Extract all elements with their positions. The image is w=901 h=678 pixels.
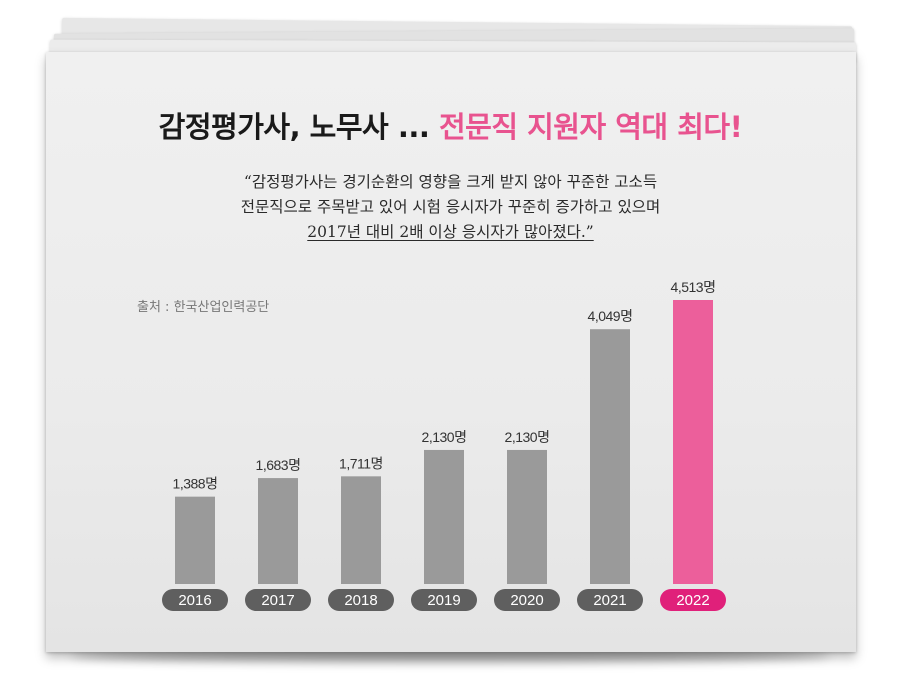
year-label-2020: 2020 — [510, 592, 543, 609]
year-pill-2022 — [660, 589, 726, 611]
source-note: 출처 : 한국산업인력공단 — [137, 300, 270, 315]
year-label-2022: 2022 — [676, 592, 709, 609]
year-pill-2021 — [577, 589, 643, 611]
bar-2017 — [258, 478, 298, 584]
quote-line-3: 2017년 대비 2배 이상 응시자가 많아졌다.” — [307, 223, 594, 241]
quote-block: “감정평가사는 경기순환의 영향을 크게 받지 않아 꾸준한 고소득 전문직으로… — [0, 170, 901, 245]
quote-line-1: “감정평가사는 경기순환의 영향을 크게 받지 않아 꾸준한 고소득 — [243, 173, 658, 191]
year-pill-2019 — [411, 589, 477, 611]
value-label-2018: 1,711명 — [339, 455, 383, 471]
year-pill-2016 — [162, 589, 228, 611]
value-label-2021: 4,049명 — [588, 308, 633, 324]
bar-2020 — [507, 449, 547, 584]
headline-main: 감정평가사, 노무사 ... — [158, 110, 430, 144]
value-label-2016: 1,388명 — [173, 476, 218, 492]
value-label-2022: 4,513명 — [671, 279, 716, 295]
bar-2022 — [673, 300, 713, 584]
bar-2021 — [590, 329, 630, 584]
year-label-2018: 2018 — [344, 592, 377, 609]
year-pill-2017 — [245, 589, 311, 611]
year-label-2016: 2016 — [178, 592, 211, 609]
quote-line-2: 전문직으로 주목받고 있어 시험 응시자가 꾸준히 증가하고 있으며 — [240, 198, 661, 216]
year-pill-2018 — [328, 589, 394, 611]
value-label-2020: 2,130명 — [505, 429, 550, 445]
year-label-2017: 2017 — [261, 592, 294, 609]
bar-2016 — [175, 496, 215, 584]
bar-2018 — [341, 476, 381, 584]
year-label-2021: 2021 — [593, 592, 626, 609]
bar-2019 — [424, 449, 464, 584]
headline: 감정평가사, 노무사 ... 전문직 지원자 역대 최다! — [0, 104, 901, 146]
headline-highlight: 전문직 지원자 역대 최다! — [438, 110, 743, 144]
value-label-2019: 2,130명 — [422, 429, 467, 445]
year-label-2019: 2019 — [427, 592, 460, 609]
value-label-2017: 1,683명 — [256, 457, 301, 473]
year-pill-2020 — [494, 589, 560, 611]
